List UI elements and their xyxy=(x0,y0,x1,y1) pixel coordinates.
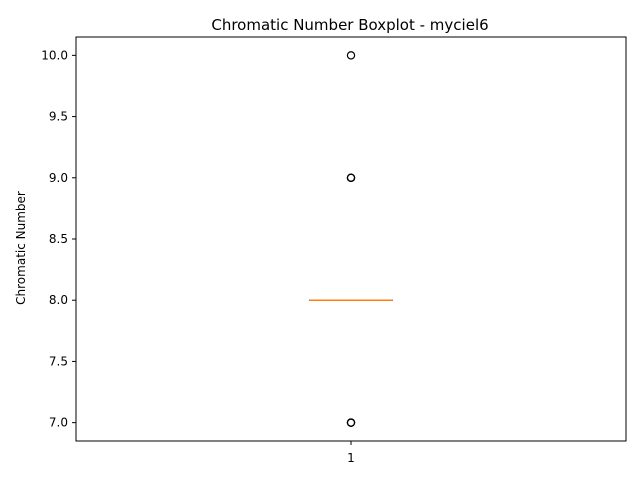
y-tick-label: 8.5 xyxy=(49,232,68,246)
chart-title: Chromatic Number Boxplot - myciel6 xyxy=(211,16,488,34)
outlier-point xyxy=(346,173,356,182)
x-tick-label: 1 xyxy=(347,451,355,465)
y-tick-label: 10.0 xyxy=(41,48,68,62)
y-tick-label: 9.5 xyxy=(49,110,68,124)
outlier-point xyxy=(346,51,356,60)
y-tick-label: 9.0 xyxy=(49,171,68,185)
y-tick-label: 7.0 xyxy=(49,416,68,430)
outlier-point xyxy=(346,418,356,427)
plot-frame xyxy=(75,36,627,442)
y-tick-label: 7.5 xyxy=(49,354,68,368)
y-tick-label: 8.0 xyxy=(49,293,68,307)
y-axis-label: Chromatic Number xyxy=(14,191,28,305)
plot-area: 7.0 7.5 8.0 8.5 9.0 9.5 10.0 1 xyxy=(41,36,627,465)
